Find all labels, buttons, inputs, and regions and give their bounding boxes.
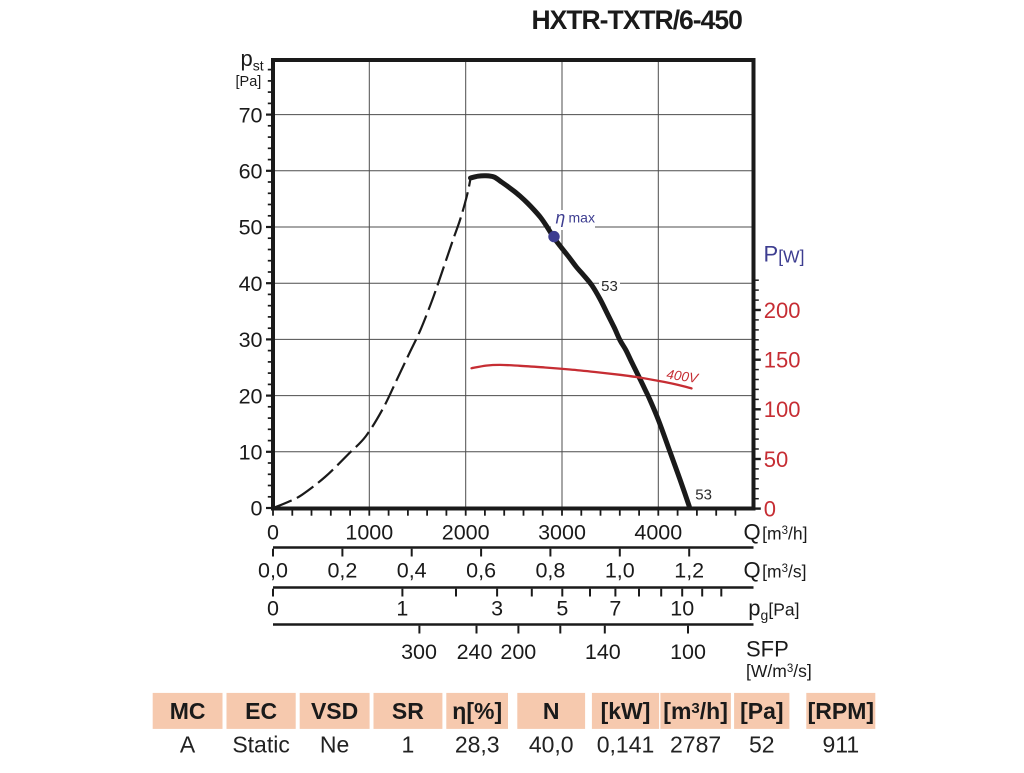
svg-text:Q[m3/h]: Q[m3/h] [744, 520, 808, 545]
svg-text:max: max [569, 210, 595, 226]
svg-text:10: 10 [239, 441, 263, 465]
svg-text:pg[Pa]: pg[Pa] [748, 596, 799, 624]
svg-text:40: 40 [239, 272, 263, 296]
svg-text:100: 100 [670, 640, 706, 664]
svg-text:0,6: 0,6 [466, 559, 496, 583]
svg-text:2000: 2000 [442, 521, 490, 545]
svg-text:0: 0 [267, 521, 279, 545]
svg-text:SR: SR [392, 698, 424, 724]
svg-text:50: 50 [764, 447, 788, 472]
svg-text:[Pa]: [Pa] [236, 74, 262, 90]
svg-text:50: 50 [239, 216, 263, 240]
svg-text:53: 53 [601, 278, 618, 295]
svg-text:7: 7 [609, 597, 621, 621]
svg-text:40,0: 40,0 [529, 731, 574, 757]
svg-text:η: η [556, 208, 566, 228]
svg-text:0: 0 [764, 497, 776, 522]
svg-text:150: 150 [764, 348, 801, 373]
svg-text:HXTR-TXTR/6-450: HXTR-TXTR/6-450 [532, 5, 743, 35]
svg-text:0,4: 0,4 [397, 559, 427, 583]
svg-text:[Pa]: [Pa] [740, 698, 783, 724]
svg-text:70: 70 [239, 103, 263, 127]
svg-text:5: 5 [556, 597, 568, 621]
svg-text:28,3: 28,3 [455, 731, 500, 757]
svg-text:20: 20 [239, 384, 263, 408]
svg-text:0: 0 [267, 597, 279, 621]
svg-text:MC: MC [170, 698, 206, 724]
svg-text:911: 911 [822, 731, 859, 757]
svg-text:0: 0 [251, 497, 263, 521]
svg-text:2787: 2787 [670, 731, 721, 757]
svg-text:100: 100 [764, 397, 801, 422]
svg-text:200: 200 [764, 298, 801, 323]
svg-text:0,141: 0,141 [597, 731, 655, 757]
svg-text:10: 10 [670, 597, 694, 621]
svg-text:4000: 4000 [634, 521, 682, 545]
svg-text:400V: 400V [666, 367, 701, 387]
svg-text:Ne: Ne [320, 731, 349, 757]
svg-text:EC: EC [245, 698, 277, 724]
svg-text:1,0: 1,0 [605, 559, 635, 583]
svg-text:VSD: VSD [311, 698, 358, 724]
svg-text:0,2: 0,2 [327, 559, 357, 583]
svg-text:1: 1 [396, 597, 408, 621]
svg-text:53: 53 [695, 487, 712, 504]
svg-text:300: 300 [401, 640, 437, 664]
svg-text:60: 60 [239, 160, 263, 184]
svg-text:[kW]: [kW] [601, 698, 651, 724]
svg-text:0,0: 0,0 [258, 559, 288, 583]
svg-text:240: 240 [457, 640, 493, 664]
svg-text:η[%]: η[%] [452, 698, 502, 724]
svg-text:N: N [543, 698, 560, 724]
svg-text:[W/m3/s]: [W/m3/s] [746, 661, 812, 681]
svg-text:1: 1 [402, 731, 415, 757]
svg-text:3: 3 [491, 597, 503, 621]
svg-text:3000: 3000 [538, 521, 586, 545]
svg-text:140: 140 [585, 640, 621, 664]
svg-text:P[W]: P[W] [764, 242, 805, 267]
svg-text:0,8: 0,8 [535, 559, 565, 583]
svg-text:1,2: 1,2 [674, 559, 704, 583]
svg-text:SFP: SFP [746, 637, 789, 662]
svg-text:1000: 1000 [345, 521, 393, 545]
svg-text:200: 200 [500, 640, 536, 664]
svg-text:Static: Static [232, 731, 290, 757]
svg-text:30: 30 [239, 328, 263, 352]
svg-text:[RPM]: [RPM] [808, 698, 874, 724]
svg-text:52: 52 [749, 731, 775, 757]
svg-text:A: A [180, 731, 196, 757]
svg-text:Q[m3/s]: Q[m3/s] [744, 558, 807, 583]
